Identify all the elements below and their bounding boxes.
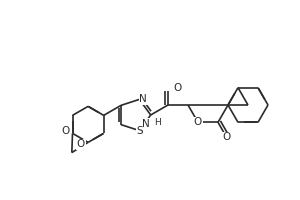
Text: O: O <box>194 117 202 127</box>
Text: S: S <box>136 126 143 136</box>
Text: N: N <box>142 119 150 129</box>
Text: O: O <box>222 132 231 142</box>
Text: H: H <box>154 118 160 127</box>
Text: O: O <box>173 83 181 93</box>
Text: N: N <box>139 94 147 104</box>
Text: O: O <box>77 139 85 149</box>
Text: O: O <box>61 126 70 136</box>
